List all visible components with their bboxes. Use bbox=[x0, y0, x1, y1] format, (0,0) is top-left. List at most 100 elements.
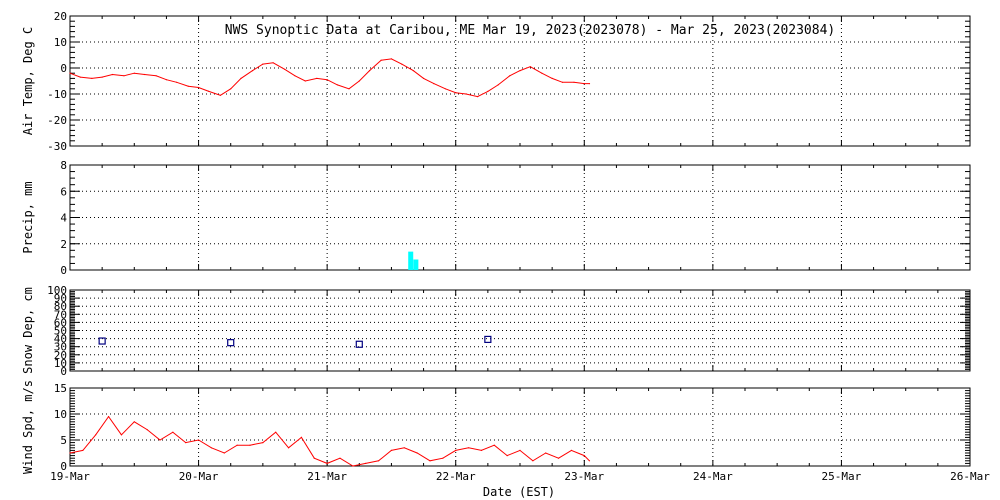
wind-speed-point bbox=[442, 457, 444, 459]
air-temp-point bbox=[497, 84, 499, 86]
air-temp-point bbox=[519, 70, 521, 72]
y-tick-label: 15 bbox=[54, 382, 67, 395]
wind-speed-point bbox=[506, 455, 508, 457]
air-temp-point bbox=[433, 83, 435, 85]
air-temp-point bbox=[487, 90, 489, 92]
air-temp-point bbox=[284, 68, 286, 70]
air-temp-point bbox=[380, 59, 382, 61]
air-temp-point bbox=[91, 77, 93, 79]
air-temp-point bbox=[412, 70, 414, 72]
air-temp-point bbox=[219, 94, 222, 96]
air-temp-point bbox=[390, 58, 393, 60]
y-tick-label: 50 bbox=[54, 325, 67, 338]
y-tick-label: 10 bbox=[54, 357, 67, 370]
y-axis-label: Air Temp, Deg C bbox=[21, 27, 35, 135]
y-tick-label: 70 bbox=[54, 308, 67, 321]
wind-speed-point bbox=[275, 431, 277, 433]
precip-bar bbox=[408, 251, 414, 270]
x-tick-label: 24-Mar bbox=[693, 470, 733, 483]
snow-depth-point bbox=[484, 335, 492, 344]
wind-speed-point bbox=[287, 447, 290, 449]
air-temp-point bbox=[111, 73, 114, 76]
wind-speed-point bbox=[480, 449, 483, 451]
y-tick-label: -30 bbox=[47, 140, 67, 153]
air-temp-point bbox=[316, 77, 318, 79]
wind-speed-point bbox=[313, 457, 315, 459]
x-tick-label: 25-Mar bbox=[822, 470, 862, 483]
wind-speed-point bbox=[185, 442, 187, 444]
air-temp-point bbox=[187, 85, 189, 87]
air-temp-point bbox=[272, 62, 274, 64]
x-tick-label: 26-Mar bbox=[950, 470, 990, 483]
wind-speed-point bbox=[95, 434, 97, 436]
air-temp-point bbox=[401, 63, 403, 65]
air-temp-point bbox=[358, 80, 360, 82]
y-tick-label: 10 bbox=[54, 36, 67, 49]
y-tick-label: 80 bbox=[54, 300, 67, 313]
air-temp-point bbox=[230, 88, 232, 90]
wind-speed-point bbox=[416, 452, 418, 454]
x-tick-label: 23-Mar bbox=[564, 470, 604, 483]
y-tick-label: 90 bbox=[54, 292, 67, 305]
wind-speed-point bbox=[557, 457, 560, 459]
air-temp-point bbox=[588, 83, 591, 85]
wind-speed-point bbox=[146, 429, 148, 431]
air-temp-point bbox=[583, 83, 585, 85]
wind-speed-point bbox=[467, 447, 470, 449]
y-tick-label: 20 bbox=[54, 349, 67, 362]
wind-speed-point bbox=[133, 421, 135, 423]
y-tick-label: 40 bbox=[54, 333, 67, 346]
air-temp-point bbox=[551, 77, 553, 79]
y-tick-label: 20 bbox=[54, 10, 67, 23]
y-tick-label: 60 bbox=[54, 316, 67, 329]
wind-speed-point bbox=[519, 449, 521, 451]
y-tick-label: 30 bbox=[54, 341, 67, 354]
air-temp-point bbox=[444, 88, 447, 90]
wind-speed-point bbox=[570, 449, 573, 451]
wind-speed-point bbox=[588, 460, 591, 462]
air-temp-point bbox=[143, 73, 146, 76]
y-tick-label: 10 bbox=[54, 408, 67, 421]
y-tick-label: 4 bbox=[60, 212, 67, 225]
wind-speed-point bbox=[210, 447, 213, 449]
air-temp-point bbox=[123, 75, 125, 77]
wind-speed-point bbox=[545, 452, 547, 454]
air-temp-point bbox=[294, 75, 296, 77]
air-temp-point bbox=[476, 96, 479, 98]
y-tick-label: 0 bbox=[60, 365, 67, 378]
y-tick-label: 0 bbox=[60, 264, 67, 277]
air-temp-point bbox=[133, 72, 135, 74]
air-temp-point bbox=[165, 79, 168, 81]
air-temp-point bbox=[422, 77, 425, 79]
air-temp-point bbox=[348, 88, 350, 90]
y-tick-label: 5 bbox=[60, 434, 67, 447]
wind-speed-point bbox=[403, 447, 405, 449]
air-temp-point bbox=[197, 86, 200, 89]
air-temp-point bbox=[529, 66, 531, 68]
y-tick-label: 6 bbox=[60, 185, 67, 198]
air-temp-point bbox=[368, 70, 371, 72]
wind-speed-point bbox=[82, 449, 84, 451]
wind-speed-point bbox=[120, 434, 123, 436]
air-temp-point bbox=[455, 92, 457, 94]
x-tick-label: 22-Mar bbox=[436, 470, 476, 483]
wind-speed-point bbox=[236, 444, 238, 446]
wind-speed-point bbox=[107, 416, 110, 418]
air-temp-point bbox=[509, 75, 511, 77]
wind-speed-point bbox=[339, 457, 341, 459]
y-tick-label: -10 bbox=[47, 88, 67, 101]
y-tick-label: 8 bbox=[60, 159, 67, 172]
snow-depth-point bbox=[355, 340, 363, 348]
wind-speed-point bbox=[429, 460, 431, 462]
wind-speed-point bbox=[197, 439, 200, 441]
wind-speed-line bbox=[69, 415, 590, 467]
wind-speed-point bbox=[377, 460, 380, 462]
wind-speed-point bbox=[455, 449, 457, 451]
air-temp-point bbox=[69, 72, 71, 74]
y-tick-label: 2 bbox=[60, 238, 67, 251]
wind-speed-point bbox=[326, 462, 328, 464]
air-temp-point bbox=[155, 75, 157, 77]
air-temp-point bbox=[326, 79, 328, 81]
wind-speed-point bbox=[172, 431, 174, 433]
